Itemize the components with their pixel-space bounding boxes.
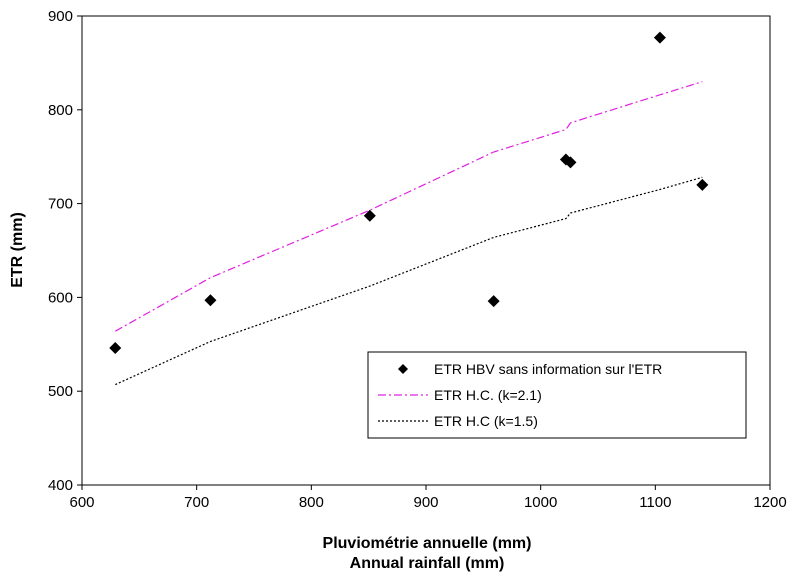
legend-box	[367, 351, 747, 439]
legend-marker	[398, 364, 408, 374]
y-tick-label: 700	[48, 196, 73, 213]
x-axis-ticks: 600 700 800 900 1000 1100 1200	[69, 485, 787, 511]
y-tick-label: 800	[48, 102, 73, 119]
x-tick-label: 1000	[524, 494, 557, 511]
series-line	[115, 81, 703, 332]
x-tick-label: 600	[69, 494, 94, 511]
x-tick-label: 900	[413, 494, 438, 511]
y-axis-ticks: 400 500 600 700 800 900	[48, 8, 82, 494]
y-tick-label: 500	[48, 383, 73, 400]
x-axis-title: Pluviométrie annuelle (mm)	[323, 535, 532, 552]
y-tick-label: 400	[48, 477, 73, 494]
y-tick-label: 600	[48, 289, 73, 306]
data-point-diamond	[487, 295, 500, 308]
data-point-diamond	[363, 209, 376, 222]
data-point-diamond	[564, 156, 577, 169]
legend: ETR HBV sans information sur l'ETR ETR H.…	[367, 351, 747, 439]
data-point-diamond	[696, 178, 709, 191]
series-layer	[109, 31, 709, 386]
x-tick-label: 800	[299, 494, 324, 511]
series-line	[115, 176, 703, 386]
y-axis-title: ETR (mm)	[9, 212, 26, 288]
y-tick-label: 900	[48, 8, 73, 25]
x-tick-label: 1100	[639, 494, 671, 511]
legend-label: ETR H.C. (k=2.1)	[434, 387, 542, 403]
legend-label: ETR H.C (k=1.5)	[434, 413, 538, 429]
x-tick-label: 1200	[753, 494, 786, 511]
x-tick-label: 700	[184, 494, 209, 511]
data-point-diamond	[204, 294, 217, 307]
legend-label: ETR HBV sans information sur l'ETR	[434, 361, 662, 377]
x-axis-title-secondary: Annual rainfall (mm)	[350, 555, 505, 572]
data-point-diamond	[653, 31, 666, 44]
data-point-diamond	[109, 342, 122, 355]
